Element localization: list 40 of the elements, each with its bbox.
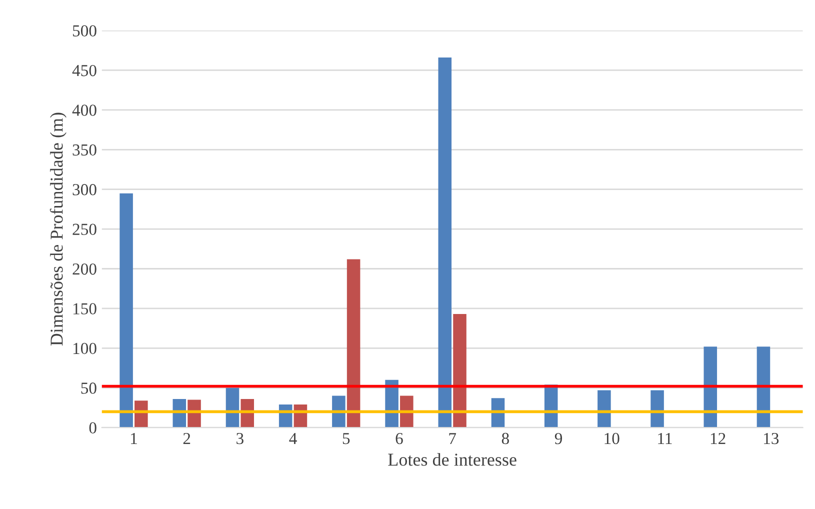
- x-tick-label: 12: [710, 432, 726, 444]
- bar: [453, 314, 466, 428]
- x-tick-label: 7: [449, 433, 456, 444]
- bar: [346, 259, 360, 428]
- y-tick-label: 400: [72, 104, 96, 116]
- bar: [188, 400, 201, 428]
- y-tick-label: 100: [73, 342, 96, 354]
- x-axis-title: Lotes de interesse: [388, 453, 516, 466]
- y-tick-label: 0: [89, 422, 96, 434]
- x-tick-label: 9: [554, 432, 562, 444]
- x-tick-label: 3: [236, 432, 244, 444]
- y-tick-label: 450: [72, 64, 96, 76]
- bar: [704, 346, 718, 428]
- bar: [240, 398, 254, 428]
- x-tick-label: 5: [342, 433, 350, 444]
- x-tick-label: 4: [289, 433, 297, 444]
- x-tick-label: 1: [131, 432, 137, 444]
- y-tick-label: 350: [72, 144, 96, 156]
- bar: [756, 346, 770, 428]
- x-tick-label: 10: [604, 432, 620, 444]
- y-tick-label: 300: [72, 184, 96, 196]
- bar: [332, 396, 346, 428]
- y-tick-label: 250: [72, 224, 96, 235]
- bar: [400, 396, 414, 428]
- y-tick-label: 50: [81, 382, 96, 394]
- bar: [598, 390, 611, 428]
- x-tick-label: 8: [502, 432, 509, 444]
- bar: [120, 193, 133, 428]
- bar: [438, 58, 452, 428]
- bar: [134, 400, 148, 428]
- x-tick-label: 11: [658, 432, 672, 444]
- y-tick-label: 200: [72, 263, 96, 275]
- y-tick-label: 500: [72, 25, 96, 36]
- x-tick-label: 13: [764, 432, 779, 444]
- x-tick-label: 6: [396, 432, 403, 444]
- y-tick-label: 150: [73, 303, 96, 314]
- bar: [650, 390, 664, 428]
- y-axis-title: Dimensões de Profundidade (m): [50, 112, 66, 346]
- x-tick-label: 2: [183, 432, 190, 444]
- bar: [226, 388, 240, 428]
